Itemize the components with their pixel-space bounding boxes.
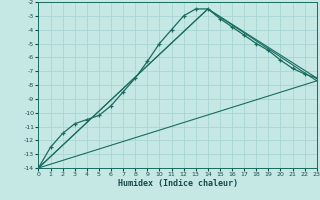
X-axis label: Humidex (Indice chaleur): Humidex (Indice chaleur): [118, 179, 238, 188]
